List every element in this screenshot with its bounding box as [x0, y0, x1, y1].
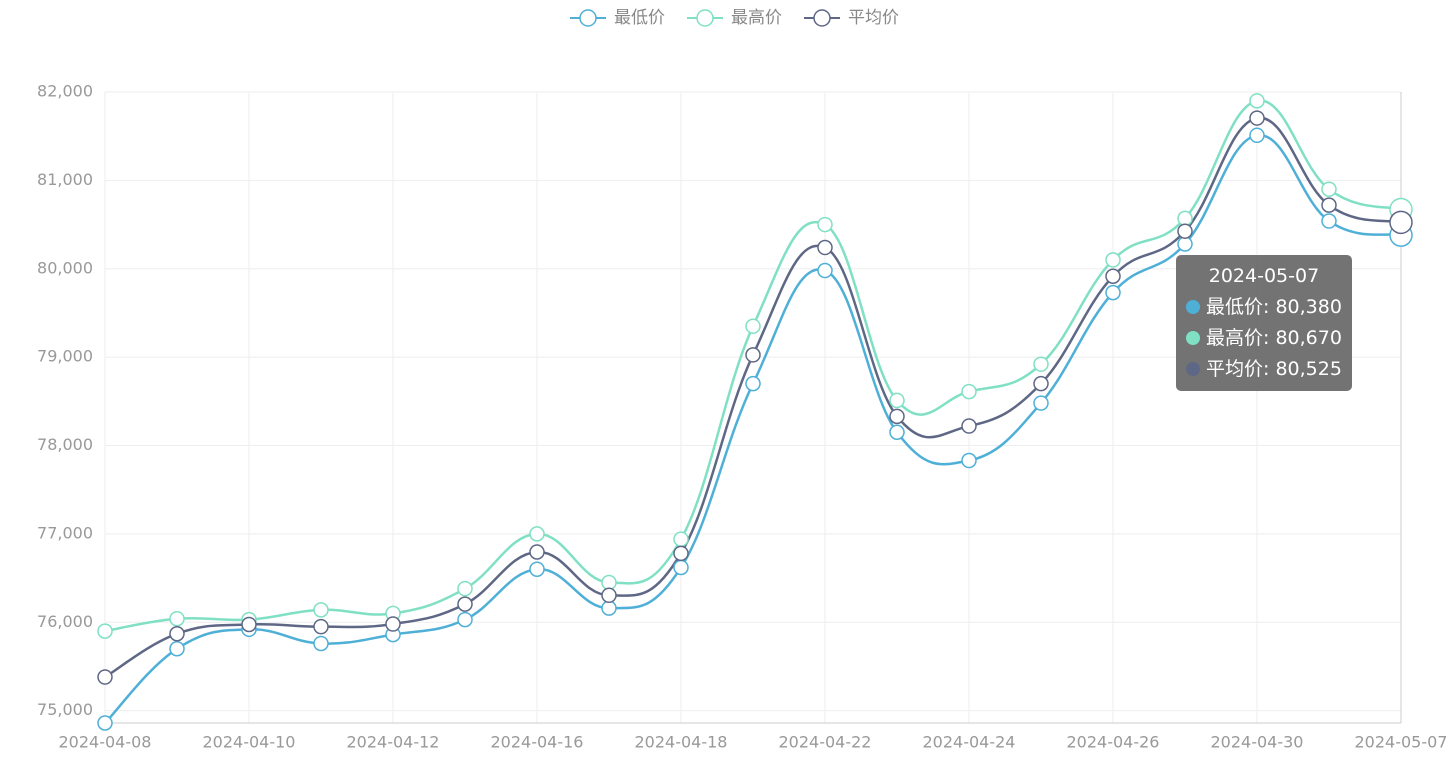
- x-tick-label: 2024-04-24: [923, 733, 1016, 752]
- point: [1033, 356, 1049, 372]
- point: [1249, 127, 1265, 144]
- point: [1105, 252, 1121, 268]
- x-tick-label: 2024-05-07: [1355, 733, 1448, 752]
- point: [457, 596, 473, 612]
- point: [1177, 236, 1193, 252]
- tooltip-dot: [1186, 362, 1200, 377]
- tooltip-row: 平均价: 80,525: [1186, 354, 1342, 385]
- tooltip-row: 最高价: 80,670: [1186, 323, 1342, 354]
- point: [1249, 93, 1265, 109]
- y-tick-label: 79,000: [37, 347, 93, 366]
- tooltip-text: 最低价: 80,380: [1206, 296, 1342, 319]
- tooltip-dot: [1186, 300, 1200, 315]
- point: [817, 262, 833, 279]
- x-tick-label: 2024-04-26: [1067, 733, 1160, 752]
- point: [169, 610, 185, 627]
- point: [1105, 284, 1121, 301]
- point: [889, 424, 905, 440]
- tooltip-title: 2024-05-07: [1208, 265, 1320, 288]
- point: [1321, 213, 1337, 229]
- x-tick-label: 2024-04-12: [347, 733, 440, 752]
- legend-icon: [813, 9, 831, 27]
- point: [1389, 210, 1413, 235]
- legend-icon: [696, 9, 714, 27]
- x-tick-label: 2024-04-16: [491, 733, 584, 752]
- point: [241, 616, 257, 633]
- point: [601, 600, 617, 616]
- y-tick-label: 78,000: [37, 435, 93, 454]
- point: [745, 347, 761, 363]
- point: [601, 587, 617, 604]
- point: [889, 392, 905, 409]
- point: [1177, 223, 1193, 239]
- point: [457, 580, 473, 597]
- point: [601, 574, 617, 591]
- y-tick-label: 76,000: [37, 612, 93, 631]
- point: [745, 375, 761, 392]
- point: [169, 625, 185, 642]
- y-tick-label: 75,000: [37, 700, 93, 719]
- point: [529, 544, 545, 560]
- point: [313, 602, 329, 618]
- point: [817, 239, 833, 256]
- tooltip-dot: [1186, 331, 1200, 346]
- point: [817, 216, 833, 233]
- point: [1033, 375, 1049, 392]
- legend-icon: [579, 9, 597, 27]
- tooltip: 2024-05-07 最低价: 80,380 最高价: 80,670 平均价: 80…: [1176, 255, 1352, 392]
- point: [1033, 395, 1049, 411]
- point: [889, 408, 905, 425]
- y-tick-label: 77,000: [37, 523, 93, 542]
- x-tick-label: 2024-04-08: [59, 733, 152, 752]
- point: [1249, 110, 1265, 126]
- y-tick-label: 80,000: [37, 258, 93, 277]
- tooltip-text: 平均价: 80,525: [1206, 358, 1342, 381]
- point: [673, 559, 689, 576]
- legend-label: 最高价: [731, 8, 782, 28]
- point: [169, 641, 185, 657]
- x-tick-label: 2024-04-18: [635, 733, 728, 752]
- series-line: [104, 134, 1402, 724]
- series-line: [104, 116, 1402, 679]
- point: [529, 526, 545, 542]
- y-tick-label: 81,000: [37, 170, 93, 189]
- point: [313, 635, 329, 652]
- point: [673, 531, 689, 547]
- point: [385, 616, 401, 632]
- point: [529, 561, 545, 577]
- x-tick-label: 2024-04-30: [1211, 733, 1304, 752]
- point: [97, 669, 113, 685]
- tooltip-text: 最高价: 80,670: [1206, 327, 1342, 350]
- point: [673, 545, 689, 562]
- point: [1321, 197, 1337, 213]
- point: [961, 418, 977, 434]
- y-tick-label: 82,000: [37, 82, 93, 101]
- x-tick-label: 2024-04-22: [779, 733, 872, 752]
- point: [457, 611, 473, 628]
- legend-label: 最低价: [614, 8, 665, 28]
- point: [961, 383, 977, 400]
- point: [1321, 181, 1337, 197]
- point: [313, 618, 329, 635]
- point: [745, 318, 761, 334]
- x-tick-label: 2024-04-10: [203, 733, 296, 752]
- point: [961, 452, 977, 469]
- legend-label: 平均价: [848, 8, 899, 28]
- point: [1105, 268, 1121, 285]
- point: [97, 623, 113, 639]
- tooltip-row: 最低价: 80,380: [1186, 292, 1342, 323]
- point: [97, 715, 113, 731]
- point: [1177, 210, 1193, 227]
